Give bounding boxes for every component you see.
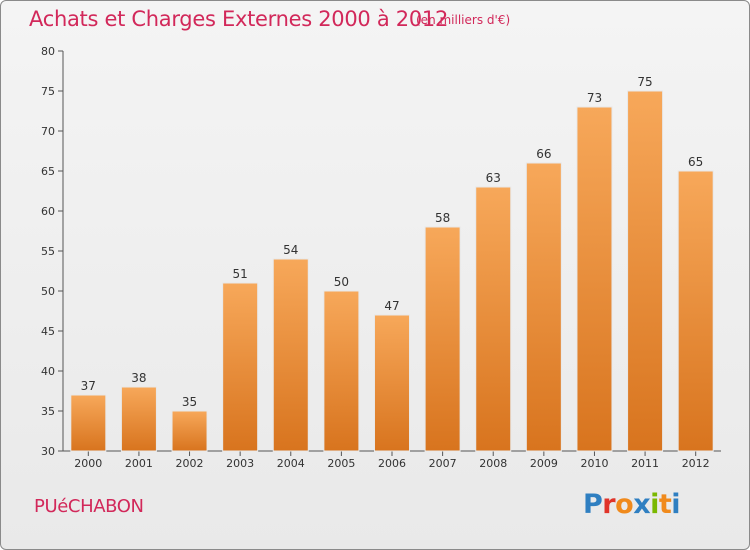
y-tick-label: 80: [41, 45, 55, 58]
chart-subtitle: (en milliers d'€): [416, 13, 511, 27]
x-tick-label-2001: 2001: [125, 457, 153, 470]
bar-2009: [525, 162, 562, 452]
value-label-2008: 63: [486, 171, 501, 185]
bar-2001: [120, 386, 157, 452]
x-tick-label-2007: 2007: [429, 457, 457, 470]
value-label-2007: 58: [435, 211, 450, 225]
x-tick-label-2003: 2003: [226, 457, 254, 470]
value-label-2005: 50: [334, 275, 349, 289]
value-label-2003: 51: [233, 267, 248, 281]
y-tick-label: 55: [41, 245, 55, 258]
y-tick-label: 50: [41, 285, 55, 298]
value-label-2010: 73: [587, 91, 602, 105]
bar-2006: [374, 314, 410, 452]
value-label-2004: 54: [283, 243, 298, 257]
y-tick-label: 35: [41, 405, 55, 418]
x-tick-label-2006: 2006: [378, 457, 406, 470]
bar-2008: [475, 186, 512, 452]
bar-2010: [576, 106, 613, 452]
bar-2012: [677, 170, 714, 452]
y-tick-label: 75: [41, 85, 55, 98]
x-tick-label-2004: 2004: [277, 457, 305, 470]
bar-2007: [424, 226, 461, 452]
bar-2003: [222, 282, 259, 452]
proxiti-logo: Proxiti: [583, 489, 681, 520]
x-tick-label-2012: 2012: [682, 457, 710, 470]
bar-2011: [627, 90, 664, 452]
x-tick-label-2000: 2000: [74, 457, 102, 470]
x-tick-label-2002: 2002: [176, 457, 204, 470]
value-label-2001: 38: [131, 371, 146, 385]
bar-2002: [171, 410, 208, 452]
y-tick-label: 60: [41, 205, 55, 218]
y-tick-label: 40: [41, 365, 55, 378]
y-tick-label: 30: [41, 445, 55, 458]
chart-title: Achats et Charges Externes 2000 à 2012: [29, 7, 449, 31]
value-label-2000: 37: [81, 379, 96, 393]
value-label-2002: 35: [182, 395, 197, 409]
x-tick-label-2005: 2005: [327, 457, 355, 470]
y-tick-label: 65: [41, 165, 55, 178]
value-label-2012: 65: [688, 155, 703, 169]
y-tick-label: 70: [41, 125, 55, 138]
bar-2000: [70, 394, 107, 452]
x-tick-label-2010: 2010: [580, 457, 608, 470]
value-label-2011: 75: [637, 75, 652, 89]
bar-2005: [323, 290, 360, 452]
bar-2004: [272, 258, 309, 452]
x-tick-label-2011: 2011: [631, 457, 659, 470]
x-tick-label-2008: 2008: [479, 457, 507, 470]
value-label-2006: 47: [384, 299, 399, 313]
value-label-2009: 66: [536, 147, 551, 161]
place-name: PUéCHABON: [34, 496, 144, 517]
x-tick-label-2009: 2009: [530, 457, 558, 470]
y-tick-label: 45: [41, 325, 55, 338]
